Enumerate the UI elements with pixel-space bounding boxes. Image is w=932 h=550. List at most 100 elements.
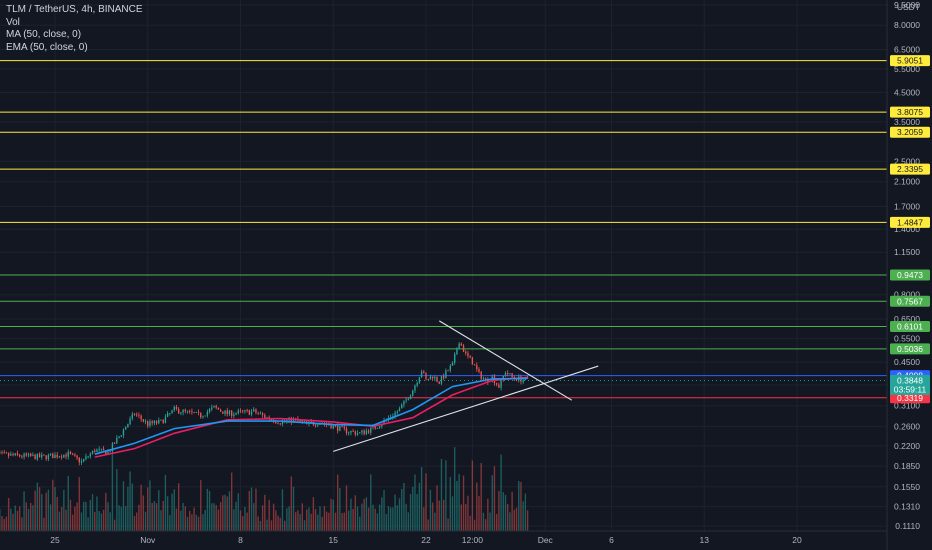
volume-bar — [412, 486, 414, 531]
candle-body — [394, 412, 396, 417]
volume-bar — [80, 512, 83, 531]
candle-body — [96, 449, 98, 452]
level-badge-bg — [890, 269, 930, 281]
candle-body — [173, 406, 175, 411]
candle-body — [18, 454, 21, 457]
candle-body — [495, 383, 498, 385]
volume-bar — [385, 513, 387, 531]
candle-body — [111, 443, 114, 452]
time-tick-label: 22 — [421, 535, 431, 545]
candle-body — [257, 412, 259, 414]
candle-body — [89, 453, 92, 457]
candle-body — [339, 426, 341, 431]
candle-body — [7, 453, 10, 456]
candle-body — [100, 448, 103, 450]
price-tick-label: 0.2200 — [894, 441, 920, 451]
candle-body — [30, 453, 32, 456]
candle-body — [83, 459, 85, 462]
grid — [0, 0, 887, 531]
volume-bar — [341, 513, 343, 531]
volume-bar — [7, 498, 10, 531]
candle-body — [471, 357, 474, 365]
legend-ma[interactable]: MA (50, close, 0) — [6, 29, 82, 40]
candle-body — [138, 414, 140, 416]
candle-body — [431, 376, 434, 379]
level-badge-text: 0.6101 — [897, 321, 923, 331]
level-badge-bg — [890, 126, 930, 138]
volume-bar — [321, 516, 323, 531]
volume-bar — [162, 500, 164, 531]
price-tick-label: 0.1850 — [894, 461, 920, 471]
candle-body — [182, 409, 184, 413]
volume-bar — [524, 493, 527, 531]
volume-bar — [45, 492, 47, 531]
volume-bar — [169, 515, 171, 531]
ema-line — [94, 377, 528, 455]
volume-bar — [392, 507, 394, 531]
volume-bar — [407, 512, 410, 531]
candle-body — [330, 425, 332, 429]
candle-body — [292, 418, 295, 423]
volume-bar — [354, 495, 357, 531]
candle-body — [109, 451, 111, 452]
volume-bar — [434, 512, 436, 531]
level-badge-text: 3.2059 — [897, 127, 923, 137]
candle-body — [420, 371, 423, 378]
legend-volume[interactable]: Vol — [6, 16, 20, 28]
candle-body — [451, 362, 454, 366]
volume-bar — [151, 503, 153, 531]
candle-body — [222, 411, 224, 414]
candle-body — [248, 410, 251, 415]
level-badge-text: 0.7567 — [897, 296, 923, 306]
candle-body — [191, 411, 193, 413]
candle-body — [202, 416, 204, 418]
candle-body — [465, 351, 467, 353]
candle-body — [85, 456, 87, 460]
volume-bar — [317, 514, 319, 531]
candle-body — [246, 410, 248, 411]
candle-body — [259, 413, 262, 415]
volume-bar — [12, 513, 14, 531]
volume-bar — [489, 512, 491, 531]
volume-bar — [418, 482, 421, 531]
volume-bar — [87, 517, 89, 531]
legend-title[interactable]: TLM / TetherUS, 4h, BINANCE — [6, 4, 143, 15]
price-tick-label: 0.4500 — [894, 357, 920, 367]
volume-bar — [394, 494, 396, 531]
volume-bar — [158, 490, 160, 531]
volume-bar — [248, 491, 251, 531]
candle-body — [206, 411, 209, 416]
volume-bar — [30, 502, 32, 531]
volume-bar — [330, 498, 332, 531]
candle-body — [116, 437, 118, 444]
candle-body — [334, 425, 337, 427]
volume-bar — [184, 506, 186, 531]
volume-bar — [255, 488, 257, 531]
candle-body — [434, 376, 436, 379]
legend-ema[interactable]: EMA (50, close, 0) — [6, 41, 88, 53]
volume-bar — [85, 501, 87, 531]
candle-body — [473, 364, 476, 366]
volume-bar — [27, 508, 30, 531]
candle-body — [279, 423, 281, 425]
volume-bar — [89, 499, 92, 531]
candle-body — [401, 404, 403, 409]
volume-bar — [3, 518, 5, 531]
candle-body — [348, 432, 350, 434]
level-badge-text: 5.9051 — [897, 56, 923, 66]
volume-bar — [526, 510, 529, 531]
volume-bar — [246, 512, 248, 531]
volume-bar — [189, 510, 191, 531]
candle-body — [498, 384, 500, 388]
volume-bar — [140, 484, 142, 531]
candle-body — [63, 454, 65, 458]
volume-bar — [105, 492, 107, 531]
volume-bar — [365, 497, 368, 531]
volume-bar — [310, 513, 312, 531]
candle-body — [58, 456, 61, 458]
volume-bar — [109, 512, 111, 531]
time-axis[interactable]: 25 Nov 8 15 22 12:00 Dec 6 13 20 — [50, 535, 802, 545]
candle-body — [427, 379, 429, 381]
volume-bar — [325, 511, 328, 531]
